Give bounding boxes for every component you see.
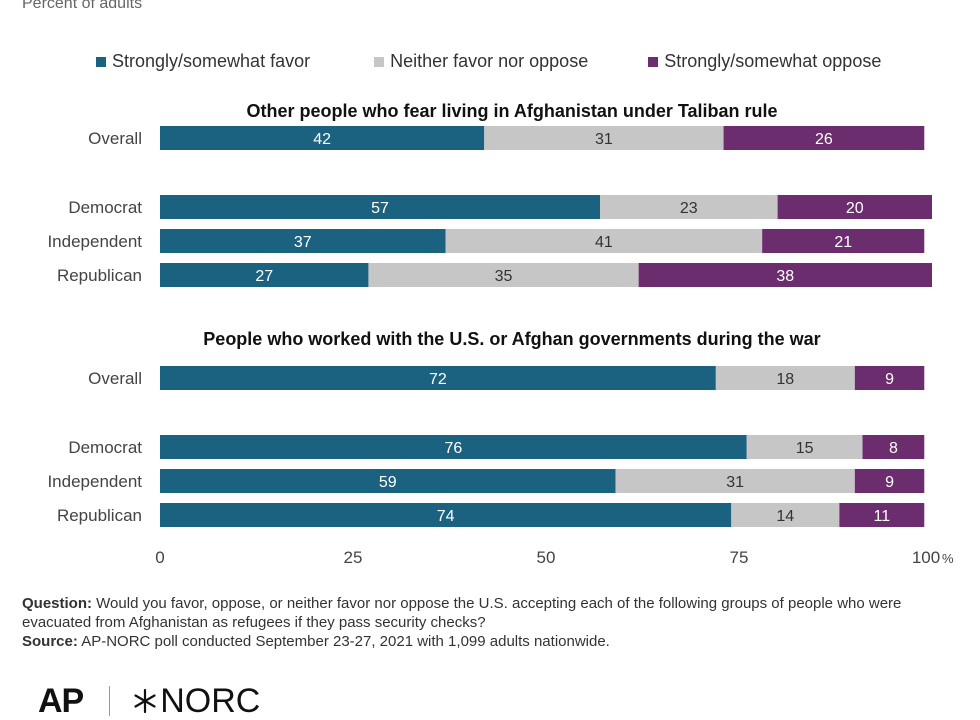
data-label: 41 bbox=[595, 234, 613, 251]
x-tick-label: 25 bbox=[344, 548, 363, 567]
question-text: Would you favor, oppose, or neither favo… bbox=[22, 595, 901, 631]
data-label: 18 bbox=[776, 371, 794, 388]
x-tick-label: 50 bbox=[537, 548, 556, 567]
row-label: Overall bbox=[88, 369, 142, 388]
data-label: 27 bbox=[255, 268, 273, 285]
row-label: Democrat bbox=[68, 438, 142, 457]
norc-star-icon bbox=[132, 688, 158, 714]
footnote: Question: Would you favor, oppose, or ne… bbox=[22, 594, 952, 651]
question-note: Question: Would you favor, oppose, or ne… bbox=[22, 594, 952, 632]
logo-divider bbox=[109, 686, 110, 716]
data-label: 76 bbox=[444, 440, 462, 457]
x-axis-unit: % bbox=[942, 551, 954, 566]
row-label: Independent bbox=[47, 232, 142, 251]
data-label: 38 bbox=[776, 268, 794, 285]
data-label: 37 bbox=[294, 234, 312, 251]
data-label: 8 bbox=[889, 440, 898, 457]
stacked-bar-chart: Other people who fear living in Afghanis… bbox=[0, 0, 980, 590]
data-label: 11 bbox=[874, 508, 891, 525]
x-tick-label: 0 bbox=[155, 548, 164, 567]
data-label: 42 bbox=[313, 131, 331, 148]
data-label: 72 bbox=[429, 371, 447, 388]
data-label: 21 bbox=[834, 234, 852, 251]
data-label: 14 bbox=[776, 508, 794, 525]
row-label: Overall bbox=[88, 129, 142, 148]
row-label: Republican bbox=[57, 266, 142, 285]
data-label: 57 bbox=[371, 200, 389, 217]
question-label: Question: bbox=[22, 595, 92, 612]
data-label: 23 bbox=[680, 200, 698, 217]
x-tick-label: 100 bbox=[912, 548, 940, 567]
data-label: 59 bbox=[379, 474, 397, 491]
norc-logo: NORC bbox=[132, 682, 260, 720]
data-label: 15 bbox=[796, 440, 814, 457]
source-text: AP-NORC poll conducted September 23-27, … bbox=[78, 633, 610, 650]
data-label: 31 bbox=[726, 474, 744, 491]
data-label: 20 bbox=[846, 200, 864, 217]
data-label: 9 bbox=[885, 371, 894, 388]
logo-bar: AP NORC bbox=[38, 682, 260, 720]
row-label: Republican bbox=[57, 506, 142, 525]
group-title: People who worked with the U.S. or Afgha… bbox=[203, 329, 820, 349]
source-note: Source: AP-NORC poll conducted September… bbox=[22, 632, 952, 651]
norc-logo-text: NORC bbox=[160, 682, 260, 720]
row-label: Independent bbox=[47, 472, 142, 491]
data-label: 9 bbox=[885, 474, 894, 491]
group-title: Other people who fear living in Afghanis… bbox=[246, 101, 777, 121]
data-label: 31 bbox=[595, 131, 613, 148]
source-label: Source: bbox=[22, 633, 78, 650]
data-label: 26 bbox=[815, 131, 833, 148]
ap-logo: AP bbox=[38, 682, 83, 720]
row-label: Democrat bbox=[68, 198, 142, 217]
data-label: 74 bbox=[437, 508, 455, 525]
x-tick-label: 75 bbox=[730, 548, 749, 567]
data-label: 35 bbox=[495, 268, 513, 285]
